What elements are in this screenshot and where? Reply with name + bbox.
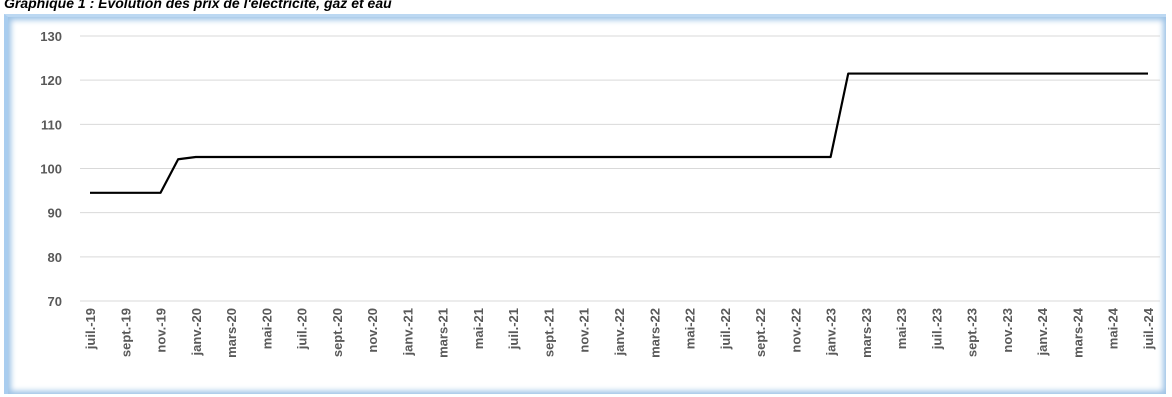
x-tick-label: mars-22 [647,308,662,358]
x-tick-label: mai-22 [683,308,698,349]
x-tick-label: janv.-23 [824,308,839,356]
x-tick-label: janv.-20 [189,308,204,356]
x-tick-label: mars-23 [859,308,874,358]
x-tick-label: sept.-23 [965,308,980,357]
x-tick-label: nov.-21 [577,308,592,353]
y-tick-label: 80 [48,250,62,265]
x-tick-label: mai-23 [894,308,909,349]
x-tick-label: mars-20 [224,308,239,358]
x-tick-label: mai-21 [471,308,486,349]
x-tick-label: mai-24 [1106,307,1121,349]
x-tick-label: nov.-20 [365,308,380,353]
x-tick-label: janv.-21 [400,308,415,356]
chart-frame [4,14,1166,394]
x-tick-label: mai-20 [259,308,274,349]
x-tick-label: juil.-20 [295,308,310,350]
y-tick-label: 100 [40,162,62,177]
x-tick-label: juil.-23 [929,308,944,350]
x-tick-label: nov.-19 [154,308,169,353]
x-tick-label: mars-24 [1070,307,1085,358]
x-tick-label: sept.-22 [753,308,768,357]
y-tick-label: 130 [40,29,62,44]
x-tick-label: juil.-22 [718,308,733,350]
x-tick-label: sept.-20 [330,308,345,357]
x-tick-label: juil.-21 [506,308,521,350]
y-tick-label: 70 [48,294,62,309]
y-tick-label: 120 [40,73,62,88]
chart-title: Graphique 1 : Évolution des prix de l'él… [4,0,392,11]
y-tick-label: 110 [41,117,62,132]
x-tick-label: nov.-23 [1000,308,1015,353]
x-tick-label: janv.-22 [612,308,627,356]
line [90,72,1148,194]
y-tick-label: 90 [48,206,62,221]
x-tick-label: janv.-24 [1035,307,1050,356]
x-tick-label: sept.-21 [541,308,556,357]
x-tick-label: nov.-22 [788,308,803,353]
x-tick-label: mars-21 [436,308,451,358]
x-tick-label: sept.-19 [118,308,133,357]
x-tick-label: juil.-19 [83,308,98,350]
x-tick-label: juil.-24 [1141,307,1156,350]
